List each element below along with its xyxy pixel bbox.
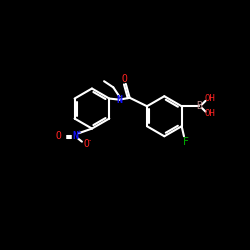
Text: O: O xyxy=(121,74,127,84)
Text: +: + xyxy=(77,130,81,136)
Text: N: N xyxy=(72,131,78,141)
Text: OH: OH xyxy=(205,110,216,118)
Text: -: - xyxy=(88,137,92,143)
Text: F: F xyxy=(183,137,189,147)
Text: N: N xyxy=(116,95,122,105)
Text: O: O xyxy=(84,139,89,149)
Text: B: B xyxy=(196,101,202,111)
Text: OH: OH xyxy=(205,94,216,103)
Text: O: O xyxy=(56,131,62,141)
